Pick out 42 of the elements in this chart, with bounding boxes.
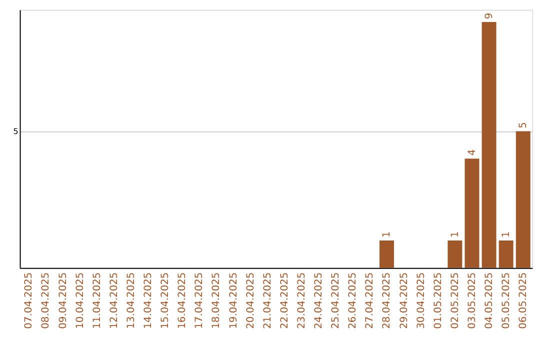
x-tick-label: 18.04.2025	[211, 272, 222, 329]
x-tick-label: 07.04.2025	[24, 272, 35, 329]
x-tick-label: 10.04.2025	[74, 272, 86, 329]
data-label: 1	[450, 231, 461, 238]
x-tick-label: 09.04.2025	[58, 272, 69, 329]
x-tick-label: 20.04.2025	[245, 272, 256, 329]
x-tick-label: 14.04.2025	[143, 272, 154, 329]
data-label: 1	[382, 231, 393, 238]
x-tick-label: 01.05.2025	[432, 272, 444, 329]
x-tick-label: 04.05.2025	[484, 272, 496, 329]
x-tick-label: 13.04.2025	[126, 272, 137, 329]
bar	[464, 158, 480, 268]
bar	[498, 240, 514, 268]
x-tick-label: 23.04.2025	[296, 272, 308, 329]
x-tick-label: 24.04.2025	[314, 272, 325, 329]
x-tick-label: 15.04.2025	[160, 272, 172, 329]
x-tick-label: 17.04.2025	[194, 272, 206, 329]
x-tick-label: 02.05.2025	[450, 272, 461, 329]
data-label: 1	[501, 231, 512, 238]
data-label: 4	[466, 149, 478, 156]
x-tick-label: 08.04.2025	[40, 272, 52, 329]
x-tick-label: 27.04.2025	[364, 272, 376, 329]
bar	[448, 240, 462, 268]
bar	[380, 240, 394, 268]
x-tick-label: 30.04.2025	[416, 272, 427, 329]
x-tick-label: 22.04.2025	[279, 272, 290, 329]
x-tick-label: 21.04.2025	[262, 272, 274, 329]
x-tick-label: 12.04.2025	[108, 272, 120, 329]
x-tick-label: 16.04.2025	[177, 272, 188, 329]
data-label: 9	[484, 12, 496, 20]
x-tick-label: 06.05.2025	[518, 272, 530, 329]
x-tick-label: 11.04.2025	[92, 272, 103, 329]
x-tick-label: 26.04.2025	[348, 272, 359, 329]
bar	[516, 131, 530, 268]
x-tick-label: 19.04.2025	[228, 272, 240, 329]
x-tick-label: 05.05.2025	[501, 272, 512, 329]
x-tick-label: 29.04.2025	[398, 272, 410, 329]
bar	[482, 22, 496, 268]
x-tick-label: 03.05.2025	[466, 272, 478, 329]
x-tick-label: 25.04.2025	[330, 272, 342, 329]
data-label: 5	[518, 122, 530, 128]
x-tick-label: 28.04.2025	[382, 272, 393, 329]
